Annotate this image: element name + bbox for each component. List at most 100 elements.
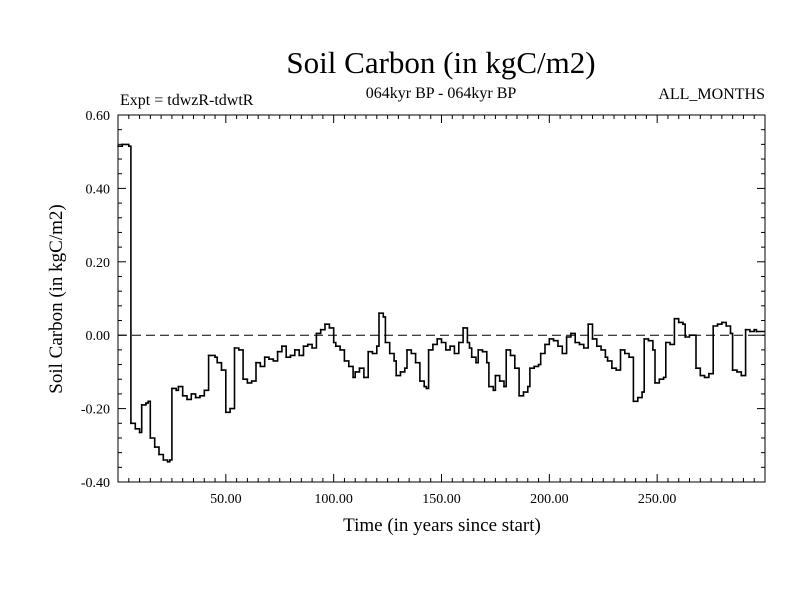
data-point — [237, 349, 240, 351]
data-point — [203, 389, 206, 392]
data-point — [427, 349, 430, 351]
data-point — [677, 321, 680, 324]
data-point — [432, 343, 434, 346]
data-point — [595, 345, 598, 348]
data-point — [399, 371, 402, 373]
data-point — [503, 385, 505, 388]
data-point — [242, 378, 245, 381]
data-point — [354, 371, 357, 373]
data-point — [492, 389, 495, 392]
data-point — [250, 380, 253, 382]
data-series-line — [118, 143, 765, 463]
data-point — [462, 327, 464, 329]
data-point — [175, 389, 178, 392]
data-point — [272, 360, 275, 362]
data-point — [117, 145, 119, 148]
y-axis-label: Soil Carbon (in kgC/m2) — [46, 204, 67, 393]
data-point — [121, 143, 124, 146]
data-point — [688, 334, 691, 337]
data-point — [574, 341, 577, 344]
data-point — [393, 360, 395, 362]
data-point — [423, 385, 426, 388]
data-point — [716, 323, 719, 326]
data-point — [505, 349, 508, 351]
data-point — [289, 354, 292, 357]
data-point — [214, 356, 217, 359]
data-point — [731, 369, 734, 371]
data-point — [628, 356, 630, 359]
data-point — [658, 378, 661, 381]
data-point — [557, 345, 559, 348]
x-tick-label: 100.00 — [314, 492, 353, 507]
data-point — [654, 382, 656, 384]
data-point — [623, 352, 626, 355]
data-point — [740, 374, 743, 377]
data-point — [371, 352, 374, 355]
plot-area: 50.00 100.00 150.00 200.00 250.00 -0.40 -0.20 0… — [81, 109, 766, 507]
data-point — [347, 365, 350, 368]
y-tick-label: -0.40 — [81, 476, 110, 491]
data-point — [537, 363, 540, 366]
data-point — [641, 391, 643, 393]
data-point — [177, 385, 180, 388]
data-point — [692, 334, 695, 337]
data-point — [466, 341, 469, 344]
data-point — [293, 349, 296, 351]
data-point — [220, 369, 223, 371]
data-point — [522, 391, 525, 393]
data-point — [138, 431, 141, 434]
x-tick-label: 200.00 — [530, 492, 569, 507]
data-point — [352, 376, 354, 379]
data-point — [358, 367, 361, 370]
data-point — [561, 352, 564, 355]
data-point — [565, 336, 568, 338]
months-label: ALL_MONTHS — [658, 86, 765, 103]
data-point — [749, 330, 751, 333]
data-point — [468, 347, 471, 349]
data-point — [647, 339, 650, 342]
data-point — [378, 312, 380, 315]
data-point — [708, 372, 710, 375]
chart-subtitle: 064kyr BP - 064kyr BP — [366, 85, 517, 102]
data-point — [494, 374, 497, 377]
data-point — [233, 347, 236, 349]
data-point — [449, 345, 451, 348]
y-tick-label: 0.20 — [86, 256, 111, 271]
x-tick-label: 250.00 — [638, 492, 677, 507]
data-point — [147, 400, 150, 403]
data-point — [485, 361, 488, 364]
data-point — [755, 330, 758, 333]
data-point — [712, 325, 715, 327]
data-point — [529, 367, 531, 370]
data-point — [367, 350, 370, 353]
data-point — [395, 374, 398, 377]
data-point — [539, 352, 542, 355]
data-point — [406, 349, 408, 351]
data-point — [477, 349, 480, 351]
data-point — [615, 369, 618, 371]
data-point — [436, 338, 439, 340]
data-point — [664, 341, 667, 344]
data-point — [721, 321, 723, 324]
data-point — [582, 347, 585, 349]
data-point — [199, 394, 201, 397]
data-point — [470, 356, 473, 359]
y-tick-label: -0.20 — [81, 403, 110, 418]
data-point — [578, 343, 581, 346]
data-point — [276, 350, 279, 353]
data-point — [673, 317, 676, 320]
data-point — [363, 376, 365, 379]
data-point — [457, 341, 460, 344]
data-point — [548, 338, 551, 340]
data-point — [699, 374, 702, 377]
data-point — [606, 360, 609, 362]
data-point — [498, 380, 501, 382]
data-point — [166, 460, 169, 463]
x-tick-label: 50.00 — [210, 492, 242, 507]
data-point — [171, 387, 173, 390]
data-point — [285, 356, 288, 359]
data-point — [488, 385, 490, 388]
data-point — [315, 332, 318, 335]
data-point — [695, 367, 697, 370]
